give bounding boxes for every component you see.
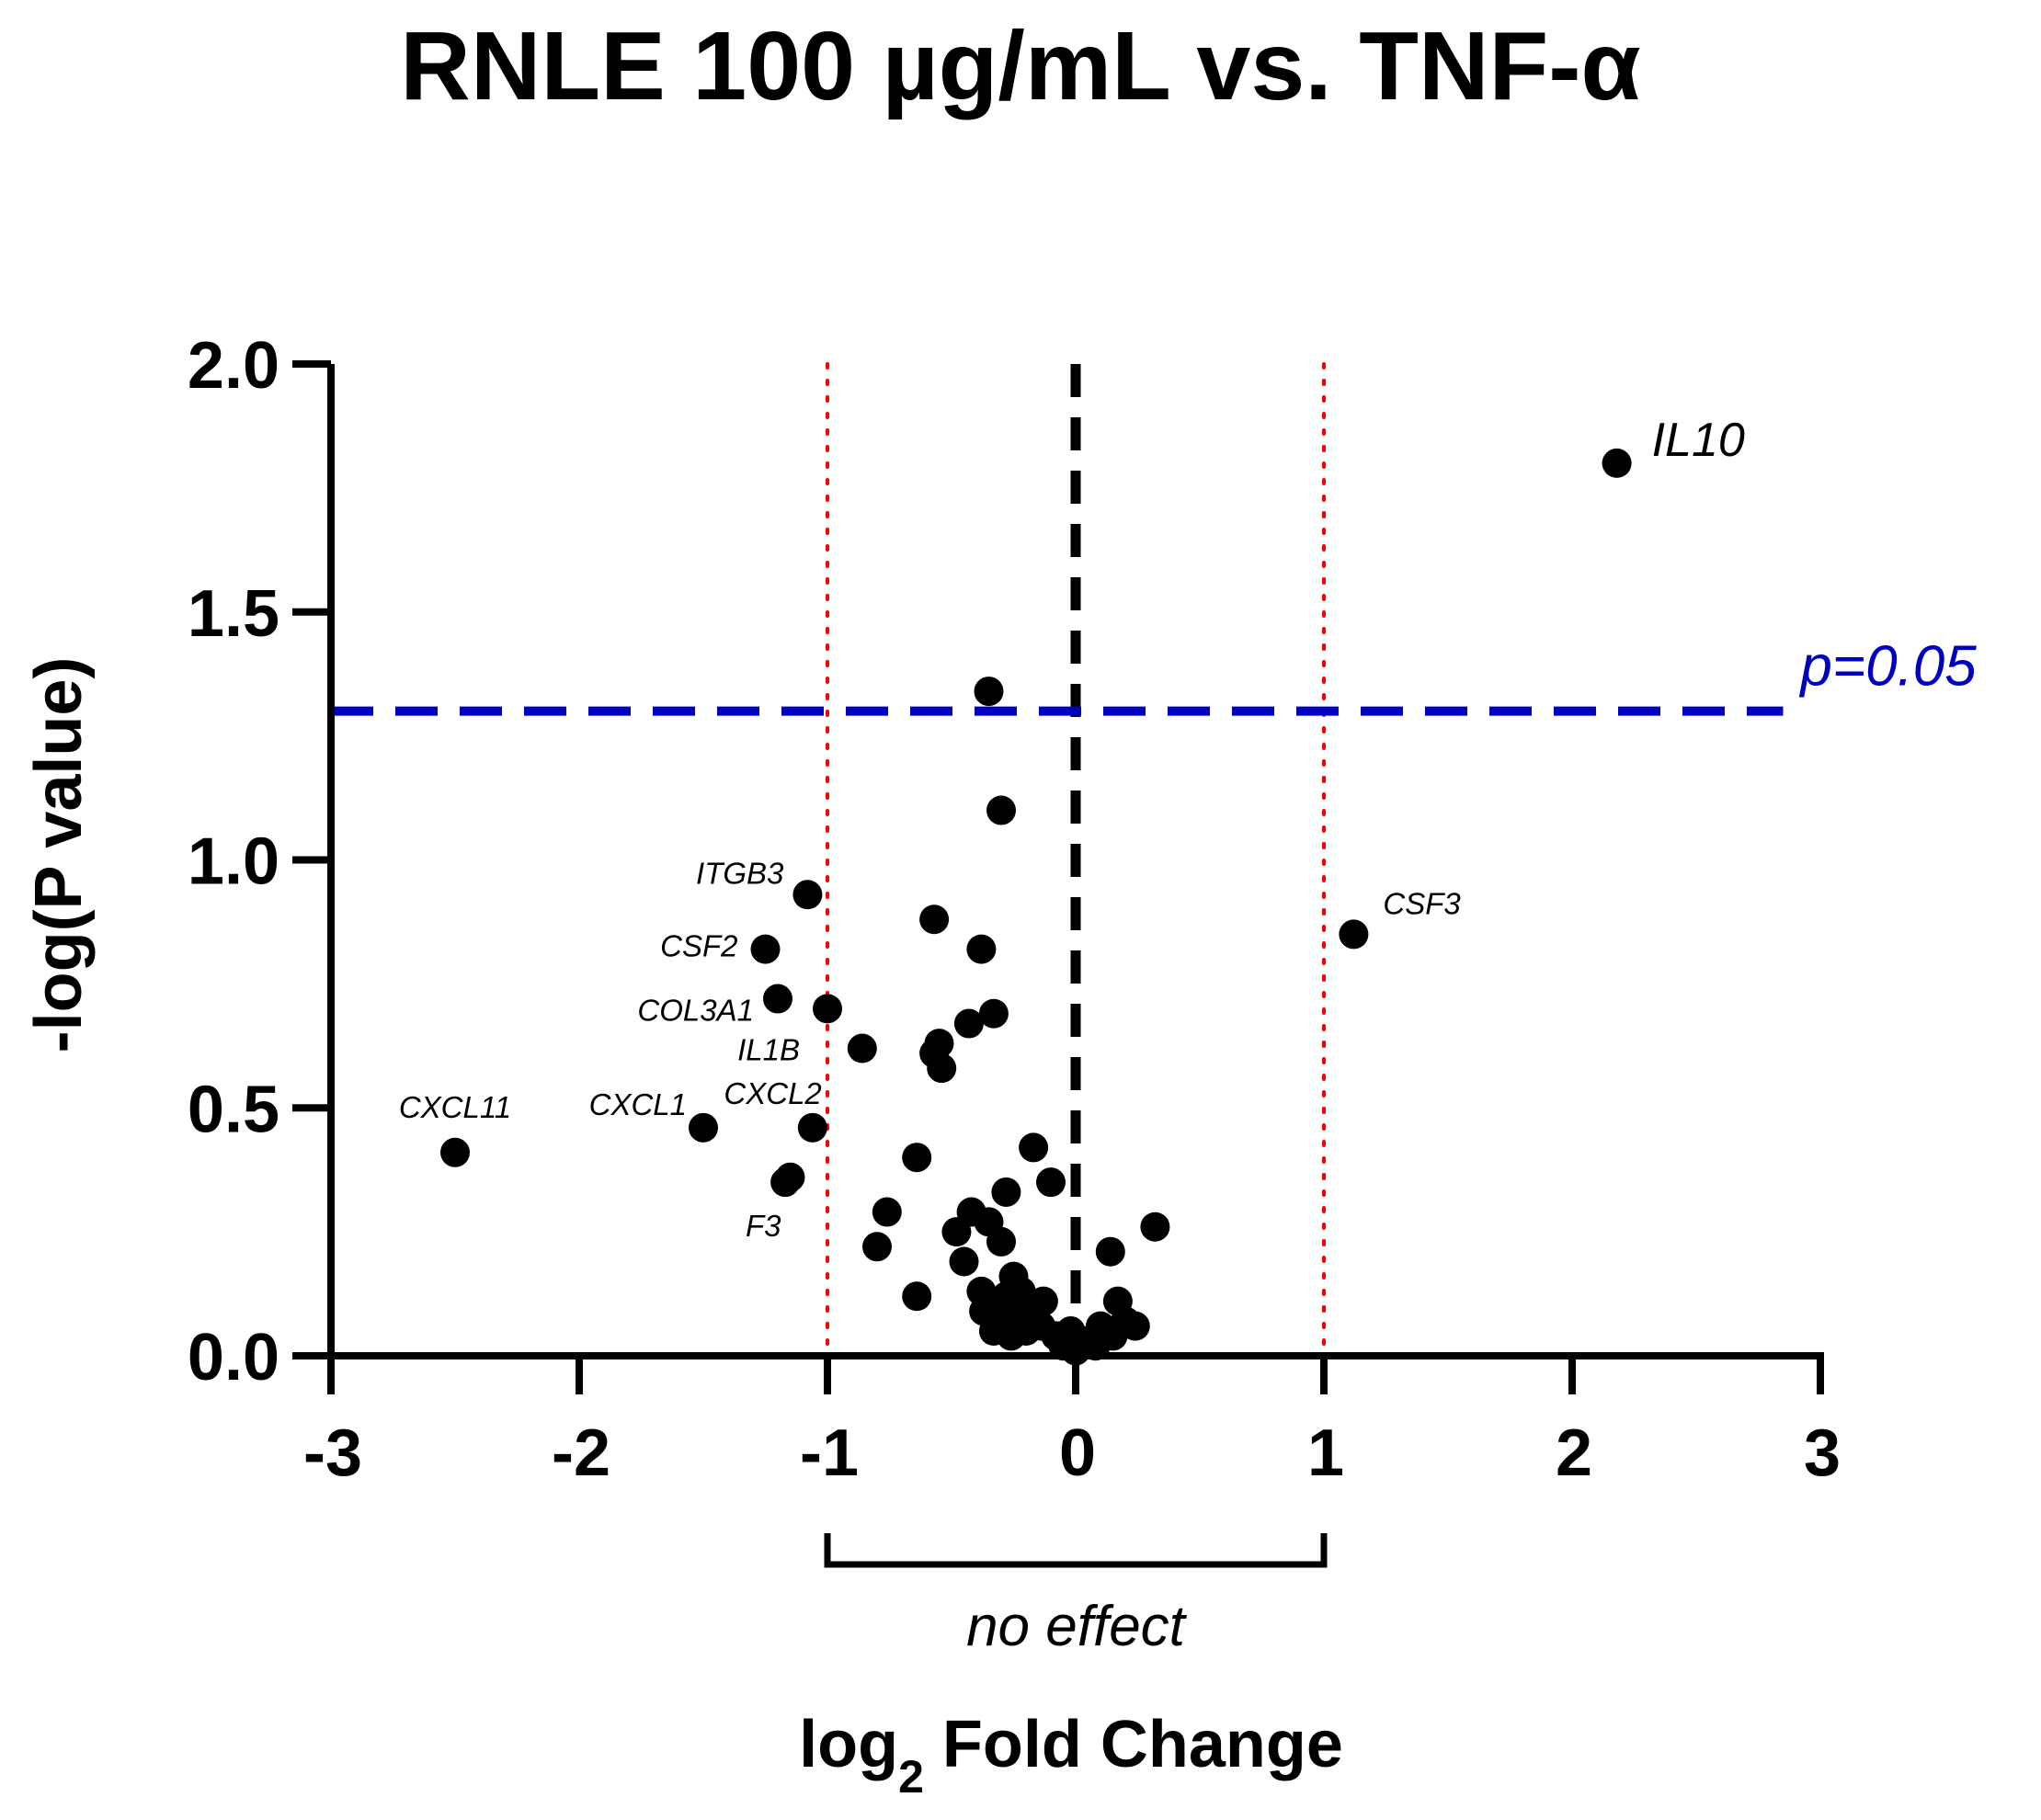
data-point — [1055, 1316, 1086, 1347]
data-point — [991, 1177, 1021, 1207]
gene-label-csf3: CSF3 — [1383, 886, 1461, 920]
data-point-col3a1 — [763, 984, 792, 1014]
reference-lines: p=0.05 — [331, 362, 1977, 1358]
y-tick-label: 1.0 — [188, 825, 279, 899]
x-tick-label: -3 — [303, 1416, 362, 1490]
data-point — [1120, 1311, 1150, 1341]
significance-threshold-label: p=0.05 — [1798, 635, 1977, 699]
y-tick-label: 0.0 — [188, 1321, 279, 1394]
data-point — [862, 1232, 892, 1262]
gene-label-csf2: CSF2 — [660, 929, 737, 963]
y-tick-label: 1.5 — [188, 577, 279, 651]
data-point — [941, 1217, 972, 1247]
data-point — [1098, 1321, 1128, 1351]
no-effect-bracket-line — [824, 1533, 1328, 1568]
data-point — [1095, 1236, 1125, 1267]
axes: 0.0 0.5 1.0 1.5 2.0 -3 -2 -1 0 1 2 3 — [188, 329, 1841, 1490]
gene-labels: IL10 CSF3 ITGB3 CSF2 COL3A1 IL1B CXCL11 CXCL1 CX… — [399, 414, 1745, 1243]
data-point — [1036, 1167, 1066, 1198]
y-axis-title: -log(P value) — [22, 657, 96, 1053]
gene-label-f3: F3 — [746, 1209, 781, 1243]
data-point — [986, 1226, 1016, 1257]
x-tick-label: -1 — [800, 1416, 859, 1490]
data-point — [1019, 1132, 1049, 1163]
x-axis-title-log: log — [799, 1708, 898, 1781]
data-point-csf2 — [750, 934, 781, 964]
data-point-il10 — [1602, 448, 1632, 478]
gene-label-il10: IL10 — [1652, 414, 1745, 467]
x-tick-label: 0 — [1059, 1416, 1096, 1490]
x-tick-label: 1 — [1307, 1416, 1344, 1490]
no-effect-bracket: no effect — [824, 1533, 1328, 1658]
x-axis-title: log2 Fold Change — [799, 1708, 1343, 1803]
data-point — [902, 1281, 932, 1312]
data-point-cxcl1 — [689, 1112, 718, 1143]
data-point-f3 — [775, 1162, 805, 1192]
data-point — [919, 904, 950, 935]
data-point — [1028, 1286, 1058, 1316]
data-point-itgb3 — [792, 880, 823, 910]
gene-label-cxcl1: CXCL1 — [589, 1087, 687, 1121]
data-point — [953, 1008, 984, 1039]
data-point — [872, 1197, 902, 1227]
data-point-il1b — [813, 994, 842, 1024]
gene-label-cxcl11: CXCL11 — [399, 1090, 511, 1124]
data-point — [902, 1143, 932, 1173]
x-tick-label: 3 — [1804, 1416, 1841, 1490]
data-point-cxcl2 — [797, 1112, 827, 1143]
x-axis-title-rest: Fold Change — [924, 1708, 1343, 1781]
data-point — [927, 1053, 957, 1084]
data-point — [949, 1246, 979, 1277]
x-axis-title-subscript: 2 — [898, 1751, 924, 1803]
y-tick-label: 2.0 — [188, 329, 279, 403]
data-point — [974, 677, 1004, 707]
data-point — [1140, 1211, 1170, 1242]
gene-label-il1b: IL1B — [737, 1032, 800, 1066]
gene-label-cxcl2: CXCL2 — [724, 1076, 821, 1110]
data-points — [440, 448, 1632, 1366]
chart-title: RNLE 100 µg/mL vs. TNF-α — [400, 12, 1640, 120]
gene-label-itgb3: ITGB3 — [696, 856, 784, 890]
gene-label-col3a1: COL3A1 — [637, 994, 754, 1028]
x-tick-label: 2 — [1556, 1416, 1592, 1490]
data-point-csf3 — [1339, 919, 1369, 950]
data-point — [847, 1033, 877, 1064]
data-point-cxcl11 — [440, 1137, 470, 1167]
data-point — [966, 934, 997, 964]
data-point — [986, 795, 1016, 825]
y-tick-label: 0.5 — [188, 1073, 279, 1146]
x-tick-label: -2 — [552, 1416, 610, 1490]
no-effect-label: no effect — [966, 1595, 1188, 1658]
data-point — [978, 998, 1009, 1029]
